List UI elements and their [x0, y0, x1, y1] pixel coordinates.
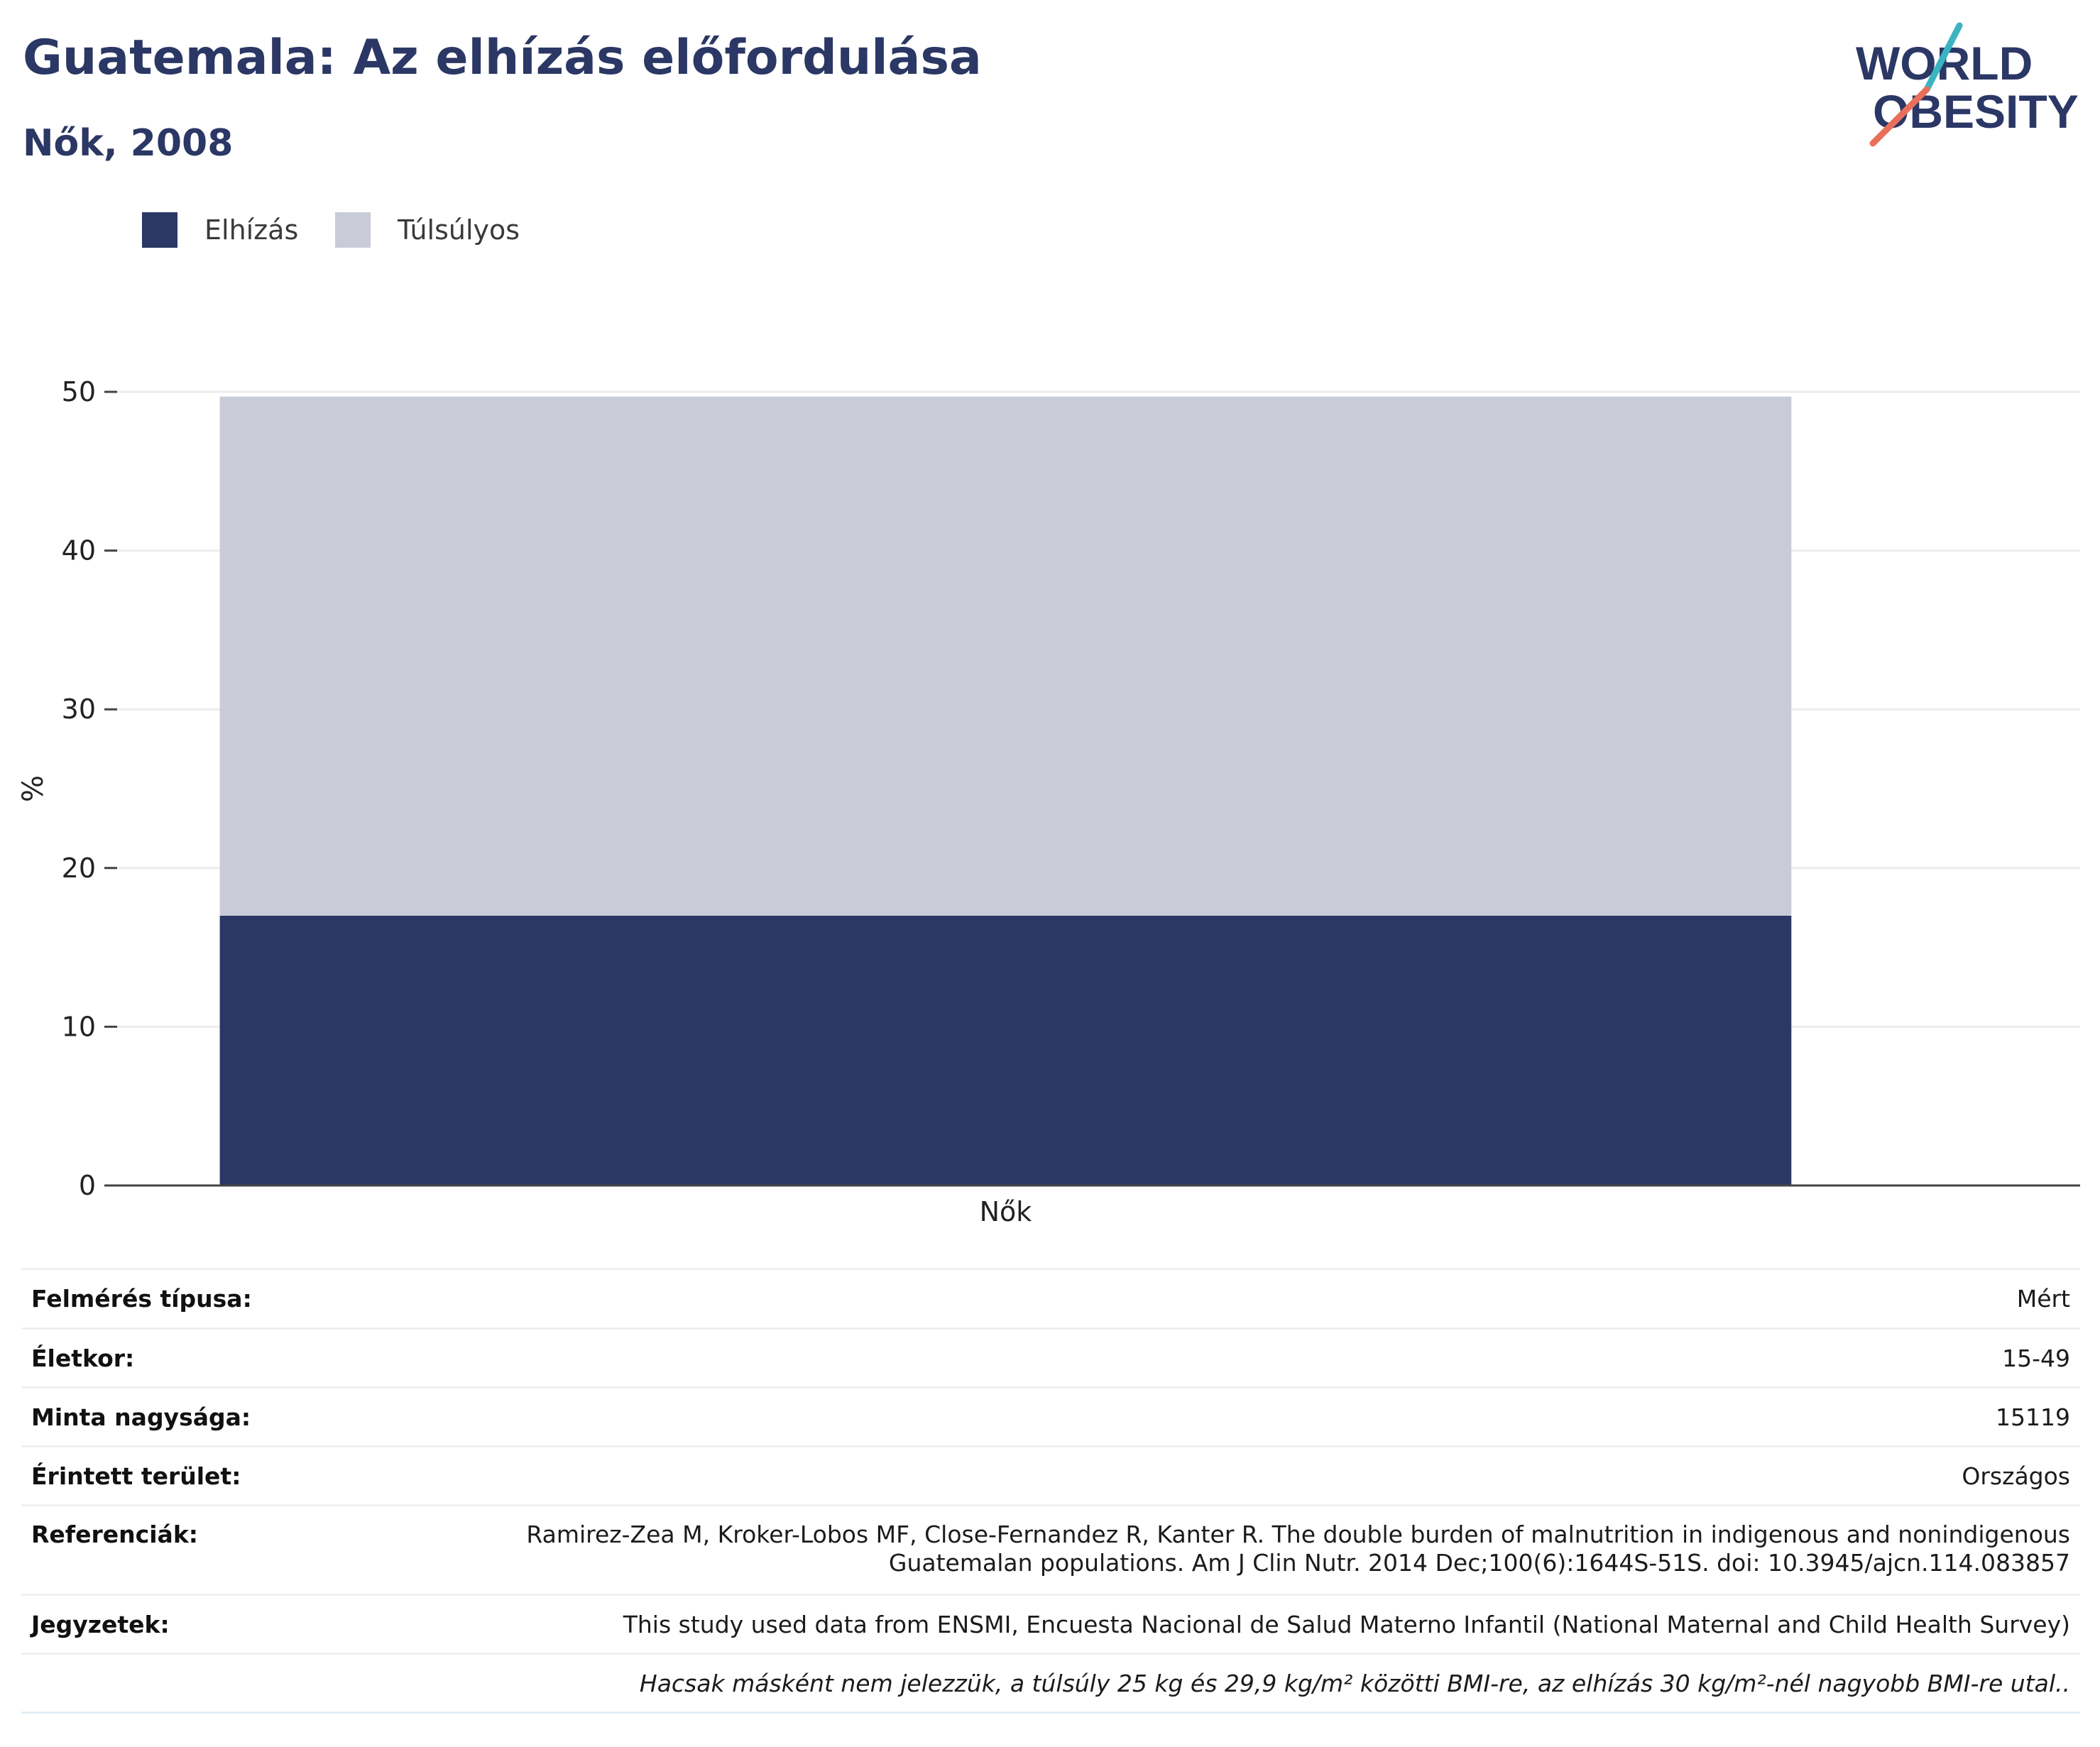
table-bottom-rule	[21, 1712, 2080, 1714]
logo-slash-bottom	[1869, 86, 1930, 147]
detail-label: Minta nagysága:	[31, 1403, 251, 1431]
detail-label: Jegyzetek:	[31, 1610, 170, 1638]
y-tick-label: 0	[79, 1170, 96, 1201]
detail-label: Referenciák:	[31, 1521, 198, 1548]
y-tick-label: 10	[62, 1011, 96, 1042]
y-tick-label: 40	[62, 535, 96, 566]
legend-label-overweight: Túlsúlyos	[398, 214, 520, 246]
chart-title: Guatemala: Az elhízás előfordulása	[23, 30, 982, 86]
stacked-bar-chart: 0 10 20 30 40 50 Nők%	[17, 376, 2080, 1227]
detail-label: Érintett terület:	[31, 1462, 241, 1490]
detail-value: This study used data from ENSMI, Encuest…	[623, 1610, 2070, 1638]
details-table: Felmérés típusa: Mért Életkor: 15-49 Min…	[21, 1268, 2080, 1714]
detail-label: Életkor:	[31, 1344, 135, 1372]
legend-swatch-overweight	[335, 212, 371, 248]
legend-item-overweight[interactable]: Túlsúlyos	[335, 210, 520, 250]
logo-slash-top	[1923, 22, 1963, 93]
y-tick-label: 50	[62, 376, 96, 407]
legend-label-obesity: Elhízás	[204, 214, 299, 246]
detail-row-area: Érintett terület: Országos	[21, 1445, 2080, 1504]
detail-value: Mért	[2016, 1285, 2070, 1313]
reference-line: Ramirez-Zea M, Kroker-Lobos MF, Close-Fe…	[526, 1521, 2070, 1548]
detail-value: Országos	[1962, 1462, 2070, 1490]
y-tick-label: 30	[62, 694, 96, 725]
detail-row-notes: Jegyzetek: This study used data from ENS…	[21, 1594, 2080, 1653]
detail-value: Ramirez-Zea M, Kroker-Lobos MF, Close-Fe…	[526, 1521, 2070, 1577]
detail-row-references: Referenciák: Ramirez-Zea M, Kroker-Lobos…	[21, 1504, 2080, 1594]
chart-subtitle: Nők, 2008	[23, 122, 234, 165]
footnote: Hacsak másként nem jelezzük, a túlsúly 2…	[639, 1669, 2070, 1697]
world-obesity-logo: WORLD OBESITY	[1853, 21, 2087, 149]
detail-value: 15-49	[2002, 1344, 2070, 1372]
detail-row-survey-type: Felmérés típusa: Mért	[21, 1268, 2080, 1327]
detail-value: 15119	[1996, 1403, 2070, 1431]
bar-overweight	[219, 396, 1792, 916]
y-tick-label: 20	[62, 853, 96, 884]
detail-label: Felmérés típusa:	[31, 1285, 252, 1313]
logo-line1: WORLD	[1856, 37, 2033, 89]
detail-row-age: Életkor: 15-49	[21, 1327, 2080, 1386]
legend-item-obesity[interactable]: Elhízás	[142, 210, 298, 250]
footnote-row: Hacsak másként nem jelezzük, a túlsúly 2…	[21, 1653, 2080, 1712]
detail-row-sample-size: Minta nagysága: 15119	[21, 1386, 2080, 1445]
legend-swatch-obesity	[142, 212, 177, 248]
x-category-label: Nők	[980, 1196, 1032, 1227]
reference-line: Guatemalan populations. Am J Clin Nutr. …	[888, 1549, 2070, 1577]
bar-obesity	[219, 915, 1792, 1185]
y-axis-label: %	[17, 775, 50, 802]
